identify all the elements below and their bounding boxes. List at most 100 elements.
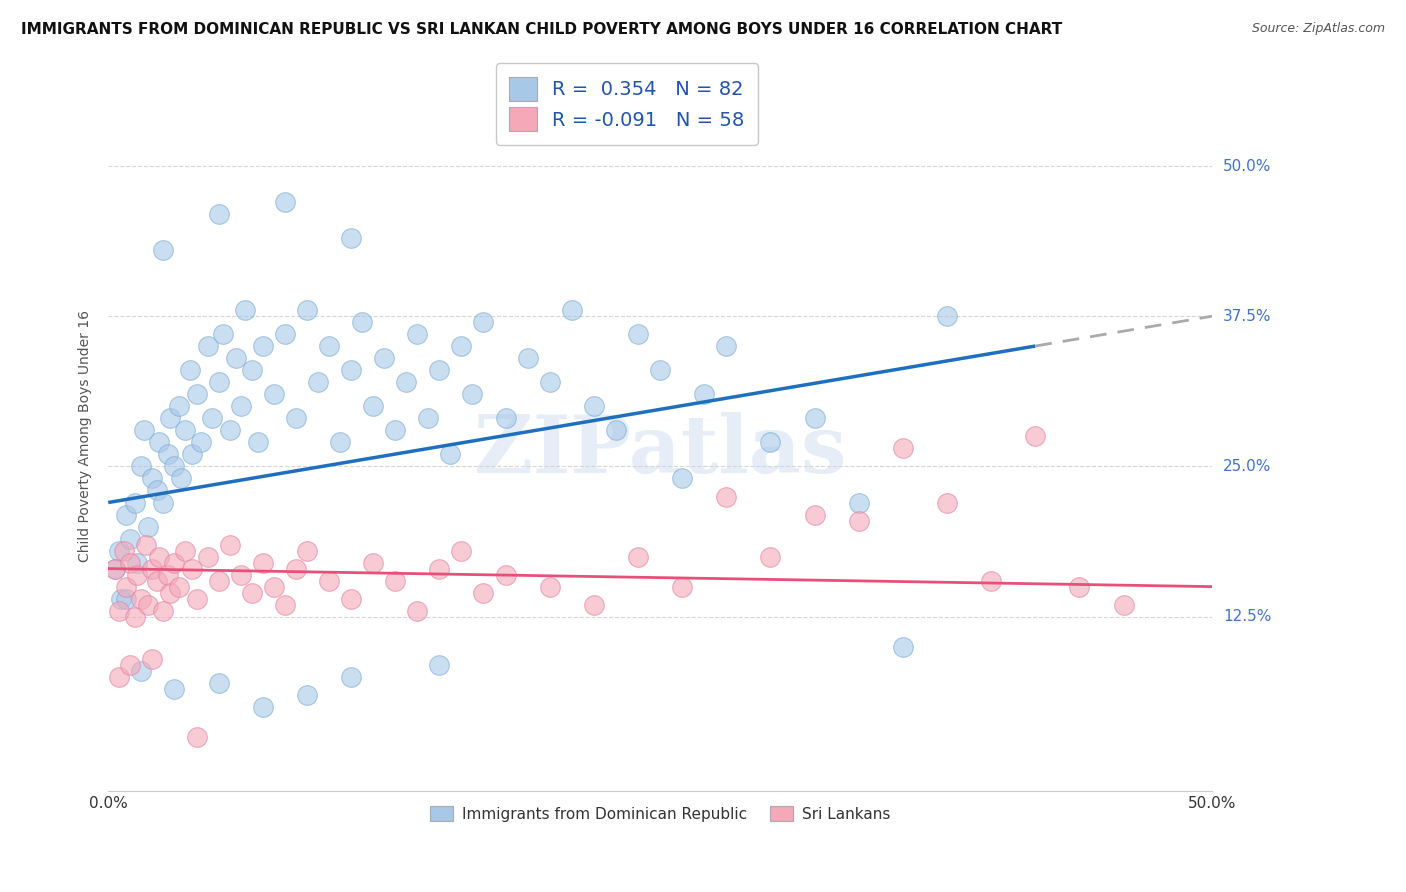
Point xyxy=(181,447,204,461)
Point xyxy=(115,580,138,594)
Point xyxy=(152,604,174,618)
Point xyxy=(152,243,174,257)
Point xyxy=(156,447,179,461)
Point xyxy=(318,574,340,588)
Point xyxy=(167,580,190,594)
Point xyxy=(167,400,190,414)
Point xyxy=(163,681,186,696)
Text: 50.0%: 50.0% xyxy=(1223,159,1271,174)
Point xyxy=(146,574,169,588)
Point xyxy=(340,363,363,377)
Point xyxy=(207,675,229,690)
Point xyxy=(605,424,627,438)
Point xyxy=(152,495,174,509)
Point xyxy=(427,561,450,575)
Point xyxy=(146,483,169,498)
Point xyxy=(124,495,146,509)
Point xyxy=(936,495,959,509)
Point xyxy=(112,543,135,558)
Point xyxy=(252,556,274,570)
Point xyxy=(131,459,153,474)
Point xyxy=(124,609,146,624)
Text: 12.5%: 12.5% xyxy=(1223,609,1271,624)
Point xyxy=(174,543,197,558)
Point xyxy=(418,411,440,425)
Point xyxy=(170,471,193,485)
Point xyxy=(207,207,229,221)
Point xyxy=(759,549,782,564)
Point xyxy=(352,315,374,329)
Point xyxy=(141,651,163,665)
Point xyxy=(495,567,517,582)
Point xyxy=(190,435,212,450)
Point xyxy=(174,424,197,438)
Point xyxy=(340,591,363,606)
Point xyxy=(181,561,204,575)
Text: 37.5%: 37.5% xyxy=(1223,309,1271,324)
Point xyxy=(716,339,738,353)
Point xyxy=(803,508,825,522)
Point xyxy=(108,543,131,558)
Point xyxy=(186,591,208,606)
Point xyxy=(671,580,693,594)
Point xyxy=(159,585,181,599)
Point xyxy=(233,303,256,318)
Point xyxy=(179,363,201,377)
Point xyxy=(225,351,247,366)
Point xyxy=(148,435,170,450)
Point xyxy=(648,363,671,377)
Point xyxy=(373,351,395,366)
Point xyxy=(263,387,285,401)
Point xyxy=(1112,598,1135,612)
Point xyxy=(891,640,914,654)
Y-axis label: Child Poverty Among Boys Under 16: Child Poverty Among Boys Under 16 xyxy=(79,310,93,563)
Point xyxy=(340,670,363,684)
Point xyxy=(427,363,450,377)
Text: 25.0%: 25.0% xyxy=(1223,459,1271,474)
Point xyxy=(406,604,429,618)
Point xyxy=(848,495,870,509)
Point xyxy=(274,327,297,342)
Point xyxy=(1069,580,1091,594)
Point xyxy=(104,561,127,575)
Point xyxy=(340,231,363,245)
Point xyxy=(891,442,914,456)
Point xyxy=(307,376,329,390)
Point xyxy=(582,598,605,612)
Point xyxy=(136,598,159,612)
Point xyxy=(384,574,406,588)
Text: ZIPatlas: ZIPatlas xyxy=(474,411,846,490)
Point xyxy=(450,339,472,353)
Point xyxy=(229,400,252,414)
Point xyxy=(247,435,270,450)
Point xyxy=(693,387,716,401)
Point xyxy=(561,303,583,318)
Point xyxy=(263,580,285,594)
Point xyxy=(472,585,495,599)
Point xyxy=(495,411,517,425)
Point xyxy=(207,376,229,390)
Point xyxy=(132,424,155,438)
Point xyxy=(115,591,138,606)
Point xyxy=(461,387,484,401)
Point xyxy=(759,435,782,450)
Point xyxy=(716,490,738,504)
Point xyxy=(361,400,384,414)
Text: Source: ZipAtlas.com: Source: ZipAtlas.com xyxy=(1251,22,1385,36)
Point xyxy=(125,556,148,570)
Point xyxy=(240,363,263,377)
Point xyxy=(803,411,825,425)
Point xyxy=(104,561,127,575)
Text: IMMIGRANTS FROM DOMINICAN REPUBLIC VS SRI LANKAN CHILD POVERTY AMONG BOYS UNDER : IMMIGRANTS FROM DOMINICAN REPUBLIC VS SR… xyxy=(21,22,1063,37)
Point xyxy=(131,664,153,678)
Point xyxy=(472,315,495,329)
Point xyxy=(427,657,450,672)
Point xyxy=(848,514,870,528)
Point xyxy=(201,411,224,425)
Point xyxy=(671,471,693,485)
Point xyxy=(163,556,186,570)
Point xyxy=(240,585,263,599)
Point xyxy=(284,411,307,425)
Point xyxy=(384,424,406,438)
Legend: Immigrants from Dominican Republic, Sri Lankans: Immigrants from Dominican Republic, Sri … xyxy=(422,798,898,830)
